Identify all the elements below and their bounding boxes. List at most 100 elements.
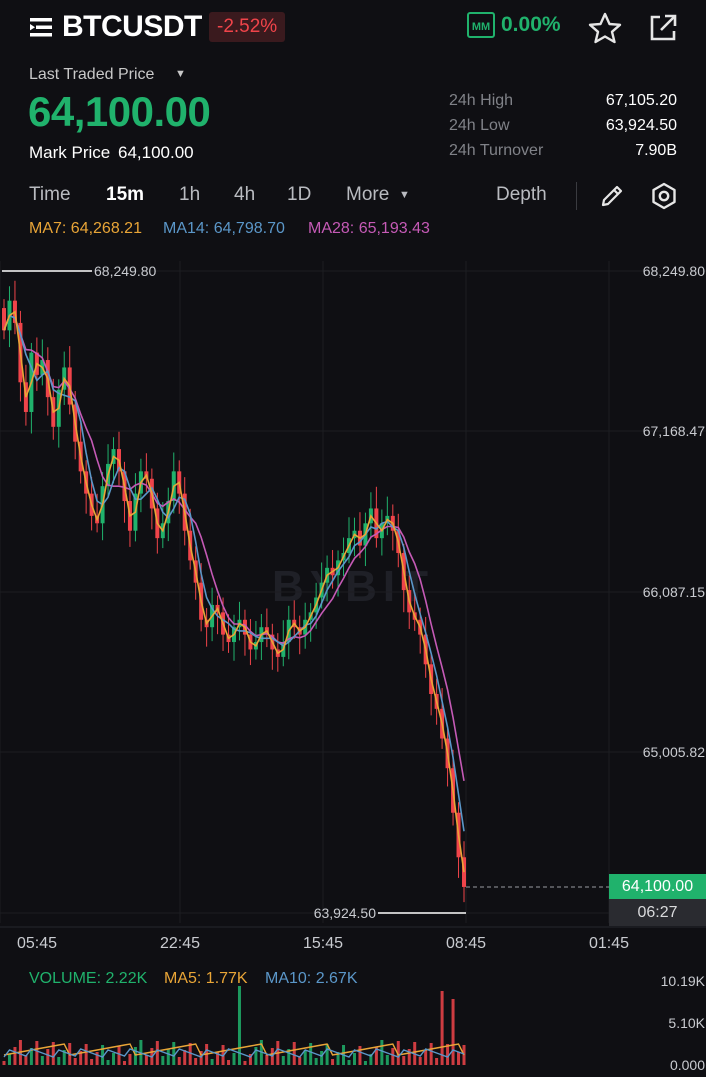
volume-bar <box>73 1058 77 1065</box>
pen-icon[interactable] <box>599 183 625 209</box>
countdown-tag: 06:27 <box>609 899 706 926</box>
volume-bar <box>451 999 455 1065</box>
volume-bar <box>232 1053 236 1065</box>
volume-bar <box>369 1054 373 1065</box>
time-axis-label: 05:45 <box>17 935 57 952</box>
volume-bar <box>29 1048 33 1065</box>
volume-bar <box>24 1055 28 1065</box>
tab-1d[interactable]: 1D <box>287 184 312 205</box>
volume-bar <box>292 1042 296 1065</box>
tab-15m[interactable]: 15m <box>106 184 145 205</box>
volume-bar <box>418 1057 422 1065</box>
volume-bar <box>188 1043 192 1065</box>
time-axis-label: 01:45 <box>589 935 629 952</box>
volume-bar <box>133 1047 137 1065</box>
stat-high-value: 67,105.20 <box>605 92 677 109</box>
volume-bar <box>161 1056 165 1065</box>
volume-bar <box>166 1049 170 1065</box>
volume-bar <box>435 1058 439 1065</box>
volume-ma5-legend: MA5: 1.77K <box>164 970 248 987</box>
volume-bar <box>248 1054 252 1065</box>
volume-bar <box>144 1055 148 1065</box>
volume-bars <box>2 986 466 1065</box>
menu-icon[interactable] <box>28 14 54 40</box>
stat-turnover-value: 7.90B <box>635 142 677 159</box>
volume-bar <box>446 1044 450 1065</box>
volume-bar <box>429 1043 433 1065</box>
volume-bar <box>309 1043 313 1065</box>
price-axis-label: 66,087.15 <box>643 584 705 600</box>
ma28-line <box>3 314 465 782</box>
volume-bar <box>122 1061 126 1065</box>
volume-bar <box>227 1060 231 1065</box>
chart-grid <box>0 261 706 928</box>
share-icon[interactable] <box>648 13 678 43</box>
volume-bar <box>210 1059 214 1065</box>
tab-4h[interactable]: 4h <box>234 184 256 205</box>
volume-bar <box>95 1052 99 1065</box>
stat-high-label: 24h High <box>449 92 514 109</box>
ma7-legend: MA7: 64,268.21 <box>29 220 142 237</box>
volume-bar <box>155 1041 159 1065</box>
high-marker-label: 68,249.80 <box>94 263 156 279</box>
price-markers: 68,249.80 63,924.50 <box>2 263 609 921</box>
volume-bar <box>298 1057 302 1065</box>
volume-bar <box>402 1056 406 1065</box>
mm-value[interactable]: 0.00% <box>501 13 561 36</box>
change-badge: -2.52% <box>209 12 286 42</box>
volume-bar <box>237 986 241 1065</box>
volume-bar <box>79 1051 83 1065</box>
volume-bar <box>352 1053 356 1065</box>
symbol-title[interactable]: BTCUSDT <box>62 10 202 43</box>
mm-badge[interactable]: MM <box>467 12 495 38</box>
volume-legend: VOLUME: 2.22K <box>29 970 148 987</box>
ma-lines <box>3 310 465 873</box>
volume-bar <box>331 1059 335 1065</box>
low-marker-label: 63,924.50 <box>314 905 376 921</box>
volume-bar <box>106 1060 110 1065</box>
star-icon[interactable] <box>588 12 622 44</box>
volume-bar <box>363 1061 367 1065</box>
volume-bar <box>254 1047 258 1065</box>
volume-ma10-legend: MA10: 2.67K <box>265 970 358 987</box>
volume-bar <box>325 1044 329 1065</box>
tab-divider <box>576 182 577 210</box>
volume-bar <box>183 1050 187 1065</box>
tab-1h[interactable]: 1h <box>179 184 201 205</box>
volume-bar <box>314 1058 318 1065</box>
last-traded-label[interactable]: Last Traded Price <box>29 66 155 83</box>
volume-ma10-line <box>3 1048 465 1058</box>
volume-bar <box>336 1052 340 1065</box>
volume-bar <box>62 1050 66 1065</box>
candle-body <box>462 857 466 887</box>
volume-bar <box>128 1054 132 1065</box>
more-caret-icon[interactable]: ▼ <box>399 189 410 201</box>
volume-bar <box>440 991 444 1065</box>
volume-axis-label: 0.000 <box>669 1057 705 1073</box>
volume-axis-label: 10.19K <box>660 973 705 989</box>
volume-bar <box>391 1048 395 1065</box>
volume-bar <box>380 1040 384 1065</box>
stat-turnover-label: 24h Turnover <box>449 142 544 159</box>
volume-bar <box>112 1053 116 1065</box>
tab-time[interactable]: Time <box>29 184 71 205</box>
time-axis-label: 22:45 <box>160 935 200 952</box>
dropdown-caret-icon[interactable]: ▼ <box>175 68 186 80</box>
volume-bar <box>243 1061 247 1065</box>
volume-bar <box>347 1060 351 1065</box>
volume-bar <box>396 1041 400 1065</box>
volume-bar <box>46 1049 50 1065</box>
volume-bar <box>13 1047 17 1065</box>
tab-more[interactable]: More <box>346 184 390 205</box>
volume-ma5-line <box>3 1043 465 1056</box>
time-axis-label: 08:45 <box>446 935 486 952</box>
volume-bar <box>457 1052 461 1065</box>
volume-bar <box>177 1057 181 1065</box>
volume-bar <box>57 1057 61 1065</box>
tab-depth[interactable]: Depth <box>496 184 547 205</box>
volume-bar <box>199 1051 203 1065</box>
volume-bar <box>194 1058 198 1065</box>
volume-bar <box>35 1041 39 1065</box>
settings-icon[interactable] <box>650 182 678 210</box>
